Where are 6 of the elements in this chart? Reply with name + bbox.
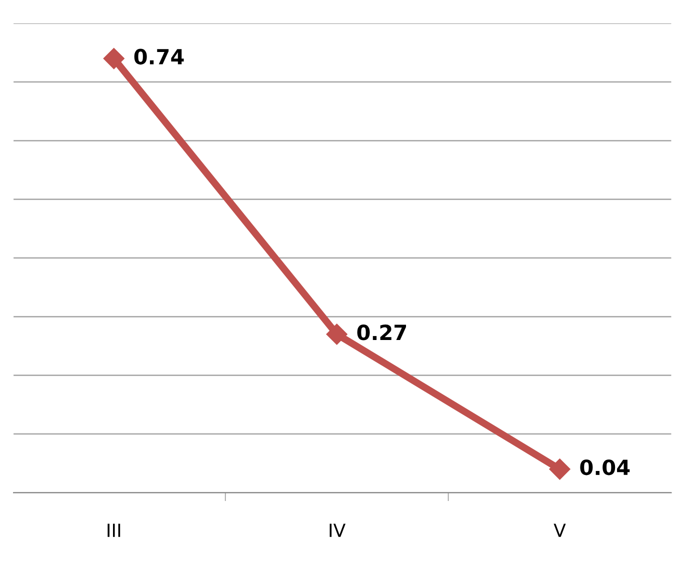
x-tick-label: III	[108, 524, 120, 537]
data-label: 0.27	[357, 324, 406, 340]
data-label: 0.74	[134, 48, 184, 65]
x-tick-label: V	[554, 524, 566, 537]
x-tick-label: IV	[330, 524, 346, 537]
data-label: 0.04	[580, 459, 630, 476]
